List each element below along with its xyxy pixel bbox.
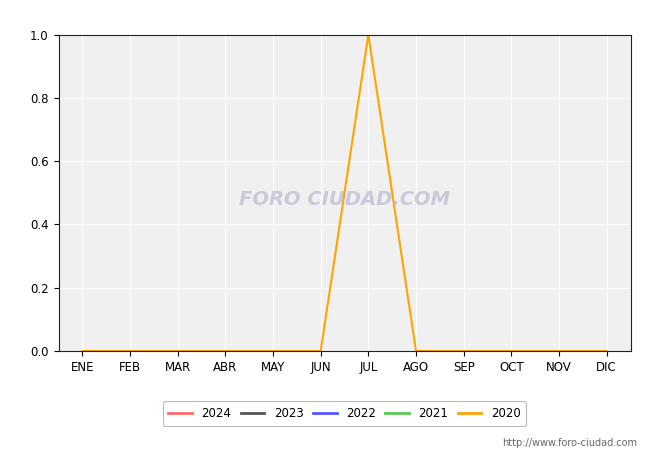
Text: FORO CIUDAD.COM: FORO CIUDAD.COM xyxy=(239,189,450,209)
2020 xyxy=(126,348,134,354)
Line: 2020: 2020 xyxy=(83,35,606,351)
2020 xyxy=(317,348,324,354)
2020 xyxy=(365,32,372,37)
2020 xyxy=(174,348,181,354)
2020 xyxy=(222,348,229,354)
Legend: 2024, 2023, 2022, 2021, 2020: 2024, 2023, 2022, 2021, 2020 xyxy=(162,401,526,426)
Text: http://www.foro-ciudad.com: http://www.foro-ciudad.com xyxy=(502,438,637,448)
2020 xyxy=(79,348,86,354)
2020 xyxy=(508,348,515,354)
2020 xyxy=(603,348,610,354)
Text: Matriculaciones de Vehiculos en Villarejo de la Peñuela: Matriculaciones de Vehiculos en Villarej… xyxy=(105,10,545,25)
2020 xyxy=(555,348,563,354)
2020 xyxy=(269,348,277,354)
2020 xyxy=(412,348,420,354)
2020 xyxy=(460,348,467,354)
